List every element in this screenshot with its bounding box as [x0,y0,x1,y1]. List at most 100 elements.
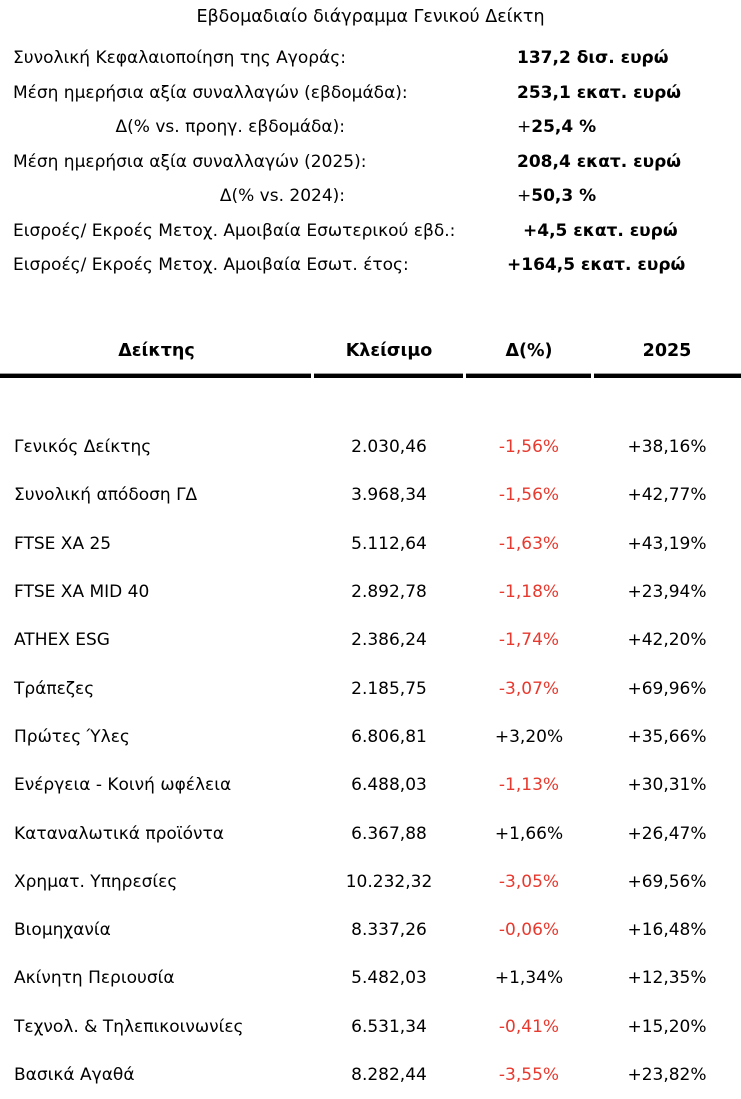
summary-value: +25,4 % [517,117,597,138]
table-row: Βασικά Αγαθά 8.282,44 -3,55% +23,82% [0,1051,741,1099]
close-cell: 6.806,81 [351,726,427,747]
table-header-row: Δείκτης Κλείσιμο Δ(%) 2025 [0,331,741,371]
change-cell: -1,18% [498,582,560,603]
close-cell: 10.232,32 [345,871,433,892]
rule-notch [463,373,466,378]
ytd-cell: +23,82% [627,1065,707,1085]
change-cell: -1,13% [498,775,560,796]
summary-row: Μέση ημερήσια αξία συναλλαγών (εβδομάδα)… [0,76,741,111]
index-name-cell: Βιομηχανία [14,920,111,941]
index-name-cell: Χρηματ. Υπηρεσίες [14,871,178,892]
index-name-cell: FTSE XA MID 40 [14,582,150,603]
ytd-cell: +15,20% [627,1016,707,1037]
close-cell: 6.488,03 [351,775,427,796]
table-row: Βιομηχανία 8.337,26 -0,06% +16,48% [0,906,741,954]
table-row: Γενικός Δείκτης 2.030,46 -1,56% +38,16% [0,423,741,471]
table-row: Συνολική απόδοση ΓΔ 3.968,34 -1,56% +42,… [0,471,741,519]
change-cell: +1,34% [494,968,564,989]
change-cell: -3,05% [498,871,560,892]
change-cell: -1,56% [498,437,560,458]
ytd-cell: +69,96% [627,678,707,699]
table-row: Τεχνολ. & Τηλεπικοινωνίες 6.531,34 -0,41… [0,1003,741,1051]
table-row: Πρώτες Ύλες 6.806,81 +3,20% +35,66% [0,713,741,761]
index-name-cell: Τεχνολ. & Τηλεπικοινωνίες [14,1016,244,1037]
close-cell: 3.968,34 [351,485,427,506]
summary-row: Δ(% vs. προηγ. εβδομάδα): +25,4 % [0,110,741,145]
index-name-cell: ATHEX ESG [14,630,110,651]
index-name-cell: Ακίνητη Περιουσία [14,968,175,989]
close-cell: 2.030,46 [351,437,427,458]
change-cell: -3,55% [498,1065,560,1085]
summary-label: Συνολική Κεφαλαιοποίηση της Αγοράς: [13,48,346,69]
table-row: FTSE XA MID 40 2.892,78 -1,18% +23,94% [0,568,741,616]
ytd-cell: +23,94% [627,582,707,603]
summary-label: Μέση ημερήσια αξία συναλλαγών (εβδομάδα)… [13,82,408,103]
summary-value: +50,3 % [517,186,597,207]
indices-table: Δείκτης Κλείσιμο Δ(%) 2025 Γενικός Δείκτ… [0,331,741,1099]
close-cell: 8.282,44 [351,1065,427,1085]
summary-value: 208,4 εκατ. ευρώ [517,151,682,172]
close-cell: 5.112,64 [351,533,427,554]
ytd-cell: +16,48% [627,920,707,941]
change-cell: -0,06% [498,920,560,941]
table-row: Καταναλωτικά προϊόντα 6.367,88 +1,66% +2… [0,809,741,857]
table-header-ytd: 2025 [642,341,692,361]
header-rule [0,373,741,378]
rule-notch [591,373,594,378]
summary-row: Εισροές/ Εκροές Μετοχ. Αμοιβαία Εσωτ. έτ… [0,248,741,283]
change-cell: +3,20% [494,726,564,747]
table-header-index: Δείκτης [118,341,195,361]
table-header-close: Κλείσιμο [345,341,433,361]
ytd-cell: +42,20% [627,630,707,651]
table-row: FTSE XA 25 5.112,64 -1,63% +43,19% [0,520,741,568]
summary-value: 137,2 δισ. ευρώ [517,48,669,69]
summary-label: Δ(% vs. προηγ. εβδομάδα): [115,117,345,138]
change-cell: -1,56% [498,485,560,506]
ytd-cell: +12,35% [627,968,707,989]
close-cell: 2.386,24 [351,630,427,651]
summary-label: Μέση ημερήσια αξία συναλλαγών (2025): [13,151,367,172]
close-cell: 2.185,75 [351,678,427,699]
change-cell: -1,63% [498,533,560,554]
summary-value: +4,5 εκατ. ευρώ [523,220,678,241]
index-name-cell: Καταναλωτικά προϊόντα [14,823,224,844]
summary-row: Συνολική Κεφαλαιοποίηση της Αγοράς: 137,… [0,41,741,76]
change-cell: +1,66% [494,823,564,844]
close-cell: 8.337,26 [351,920,427,941]
ytd-cell: +42,77% [627,485,707,506]
table-row: Τράπεζες 2.185,75 -3,07% +69,96% [0,664,741,712]
summary-value: +164,5 εκατ. ευρώ [507,255,686,276]
summary-row: Μέση ημερήσια αξία συναλλαγών (2025): 20… [0,145,741,180]
summary-section: Συνολική Κεφαλαιοποίηση της Αγοράς: 137,… [0,41,741,283]
summary-label: Εισροές/ Εκροές Μετοχ. Αμοιβαία Εσωτερικ… [13,220,456,241]
index-name-cell: Πρώτες Ύλες [14,726,130,747]
ytd-cell: +69,56% [627,871,707,892]
ytd-cell: +43,19% [627,533,707,554]
close-cell: 5.482,03 [351,968,427,989]
ytd-cell: +30,31% [627,775,707,796]
change-cell: -0,41% [498,1016,560,1037]
summary-row: Δ(% vs. 2024): +50,3 % [0,179,741,214]
table-header-change: Δ(%) [505,341,553,361]
close-cell: 2.892,78 [351,582,427,603]
table-row: ATHEX ESG 2.386,24 -1,74% +42,20% [0,616,741,664]
table-row: Ενέργεια - Κοινή ωφέλεια 6.488,03 -1,13%… [0,761,741,809]
summary-value: 253,1 εκατ. ευρώ [517,82,682,103]
close-cell: 6.367,88 [351,823,427,844]
summary-label: Εισροές/ Εκροές Μετοχ. Αμοιβαία Εσωτ. έτ… [13,255,409,276]
ytd-cell: +35,66% [627,726,707,747]
table-row: Χρηματ. Υπηρεσίες 10.232,32 -3,05% +69,5… [0,858,741,906]
summary-row: Εισροές/ Εκροές Μετοχ. Αμοιβαία Εσωτερικ… [0,214,741,249]
index-name-cell: FTSE XA 25 [14,533,112,554]
table-row: Ακίνητη Περιουσία 5.482,03 +1,34% +12,35… [0,954,741,1002]
table-body: Γενικός Δείκτης 2.030,46 -1,56% +38,16% … [0,423,741,1099]
ytd-cell: +26,47% [627,823,707,844]
close-cell: 6.531,34 [351,1016,427,1037]
page-title: Εβδομαδιαίο διάγραμμα Γενικού Δείκτη [196,7,545,27]
index-name-cell: Τράπεζες [14,678,95,699]
index-name-cell: Ενέργεια - Κοινή ωφέλεια [14,775,232,796]
summary-label: Δ(% vs. 2024): [219,186,345,207]
change-cell: -1,74% [498,630,560,651]
index-name-cell: Συνολική απόδοση ΓΔ [14,485,198,506]
